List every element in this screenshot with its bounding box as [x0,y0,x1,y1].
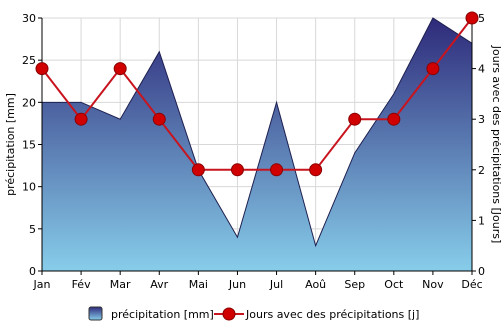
right-tick-label: 1 [478,214,485,227]
rain-days-point [191,163,205,177]
right-tick-label: 2 [478,164,485,177]
left-tick-label: 15 [22,139,36,152]
axis-titles: précipitation [mm] Jours avec des précipi… [4,45,501,244]
right-axis-title: Jours avec des précipitations [Jours] [490,45,501,244]
x-tick-label: Fév [72,278,91,291]
x-tick-label: Avr [150,278,168,291]
rain-days-point [74,112,88,126]
left-tick-label: 30 [22,12,36,25]
legend-swatch-marker [222,307,236,321]
x-tick-label: Oct [384,278,404,291]
left-tick-label: 25 [22,54,36,67]
rain-days-point [387,112,401,126]
x-tick-label: Sep [344,278,365,291]
x-tick-label: Jun [228,278,246,291]
x-tick-label: Mar [110,278,131,291]
legend-label-area: précipitation [mm] [111,308,214,321]
axes [38,17,476,275]
left-tick-label: 0 [29,265,36,278]
x-tick-label: Mai [189,278,208,291]
precipitation-area [42,18,472,271]
x-tick-label: Nov [422,278,444,291]
x-tick-label: Déc [461,278,482,291]
x-tick-label: Jan [33,278,51,291]
rain-days-point [113,62,127,76]
rain-days-point [309,163,323,177]
left-tick-label: 20 [22,96,36,109]
rain-days-point [348,112,362,126]
rain-days-point [426,62,440,76]
rain-days-point [152,112,166,126]
rain-days-point [230,163,244,177]
legend-swatch-area [88,306,103,321]
rain-days-point [270,163,284,177]
right-tick-label: 4 [478,63,485,76]
legend: précipitation [mm] Jours avec des précipi… [88,306,419,321]
right-tick-label: 3 [478,113,485,126]
legend-label-line: Jours avec des précipitations [j] [245,308,419,321]
right-tick-label: 0 [478,265,485,278]
rain-days-point [465,11,479,25]
rain-days-line-series [35,11,479,177]
x-tick-label: Aoû [305,278,326,291]
left-tick-label: 5 [29,223,36,236]
left-tick-label: 10 [22,181,36,194]
rain-days-point [35,62,49,76]
tick-labels: 0 5 10 15 20 25 30 0 1 2 3 4 5 Jan Fév Mar Avr Mai Jun Jul A… [22,12,485,291]
rain-days-line [41,17,473,171]
x-tick-label: Jul [269,278,283,291]
right-tick-label: 5 [478,12,485,25]
left-axis-title: précipitation [mm] [4,93,17,196]
